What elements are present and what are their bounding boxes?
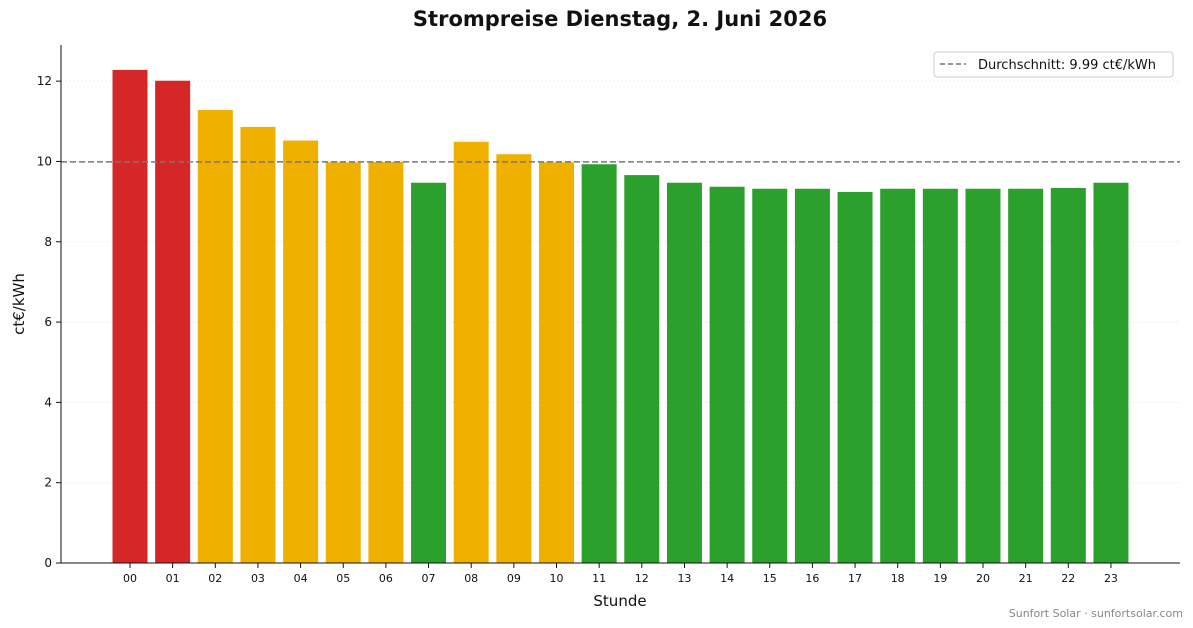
bar-07 [411,182,447,563]
chart-title: Strompreise Dienstag, 2. Juni 2026 [413,7,827,31]
y-tick-label: 4 [44,395,52,409]
x-ticks: 00 01 02 03 04 05 06 07 08 09 10 11 12 13 14 15 16 17 18 19… [123,563,1118,585]
x-tick-label: 08 [464,572,478,585]
axes [60,45,1180,564]
legend-frame [933,51,1174,78]
x-tick-label: 15 [763,572,777,585]
y-tick-label: 10 [37,154,52,168]
bar-11 [581,164,617,563]
bar-03 [240,126,276,563]
y-tick-label: 6 [44,315,52,329]
footer-credit: Sunfort Solar · sunfortsolar.com [1009,607,1183,620]
x-tick-label: 16 [805,572,819,585]
bar-10 [539,162,574,563]
x-tick-label: 11 [592,572,606,585]
bar-00 [112,69,148,564]
x-tick-label: 19 [933,572,947,585]
bar-15 [752,188,788,563]
y-ticks: 0 2 4 6 8 10 12 [37,74,61,570]
x-tick-label: 14 [720,572,734,585]
bar-01 [155,80,191,564]
x-tick-label: 23 [1104,572,1118,585]
x-tick-label: 04 [294,572,308,585]
x-tick-label: 21 [1019,572,1033,585]
x-tick-label: 17 [848,572,862,585]
bar-19 [922,188,958,563]
x-axis-label: Stunde [593,592,646,610]
x-tick-label: 07 [422,572,436,585]
x-tick-label: 02 [208,572,222,585]
bar-12 [624,175,660,563]
x-tick-label: 22 [1061,572,1075,585]
x-tick-label: 06 [379,572,393,585]
y-tick-label: 12 [37,74,52,88]
y-tick-label: 0 [44,556,52,570]
bar-09 [496,154,532,563]
bar-16 [794,188,830,563]
bar-06 [368,161,404,563]
bar-21 [1008,188,1044,563]
bar-17 [837,191,873,563]
y-tick-label: 8 [44,235,52,249]
bars [112,69,1129,564]
bar-23 [1093,182,1129,563]
bar-08 [453,141,489,564]
x-tick-label: 03 [251,572,265,585]
legend-average-label: Durchschnitt: 9.99 ct€/kWh [978,58,1156,73]
bar-02 [197,110,233,564]
x-tick-label: 12 [635,572,649,585]
x-tick-label: 13 [677,572,691,585]
bar-20 [965,188,1001,563]
bar-18 [880,188,916,563]
bar-13 [666,182,702,563]
x-tick-label: 18 [891,572,905,585]
y-axis-label: ct€/kWh [10,273,28,335]
y-tick-label: 2 [44,476,52,490]
x-tick-label: 00 [123,572,137,585]
x-tick-label: 09 [507,572,521,585]
x-tick-label: 10 [550,572,564,585]
legend: Durchschnitt: 9.99 ct€/kWh [933,51,1174,78]
x-tick-label: 20 [976,572,990,585]
x-tick-label: 05 [336,572,350,585]
bar-22 [1050,187,1086,563]
bar-05 [325,162,361,563]
bar-14 [709,186,745,563]
x-tick-label: 01 [166,572,180,585]
bar-04 [283,140,319,564]
